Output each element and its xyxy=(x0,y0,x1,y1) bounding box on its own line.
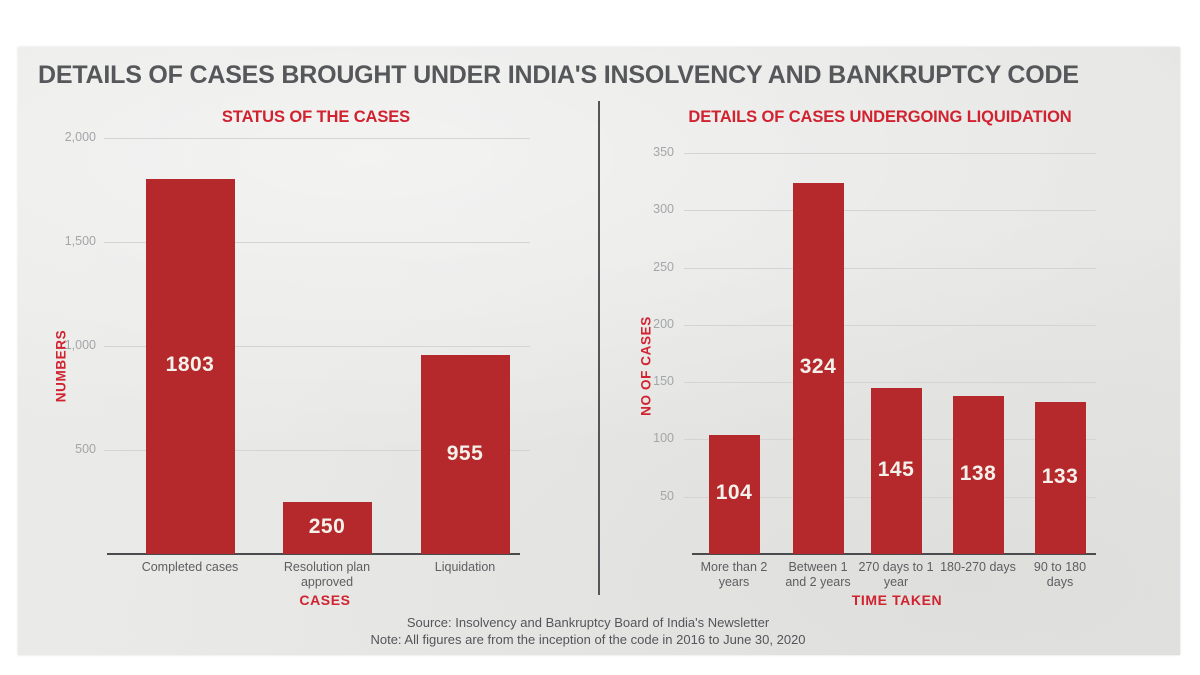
y-axis-title: NUMBERS xyxy=(53,329,69,403)
y-tick-label: 200 xyxy=(653,317,674,331)
note-text: Note: All figures are from the inception… xyxy=(370,632,806,647)
bar xyxy=(145,178,235,554)
x-tick-label: 90 to 180 days xyxy=(1033,560,1087,589)
y-gridline xyxy=(684,268,1096,269)
bar-value-label: 104 xyxy=(715,481,753,505)
bar xyxy=(792,182,844,554)
y-tick-label: 100 xyxy=(653,431,674,445)
y-gridline xyxy=(104,138,530,139)
y-gridline xyxy=(104,242,530,243)
source-text: Source: Insolvency and Bankruptcy Board … xyxy=(406,615,770,630)
x-axis-line xyxy=(107,553,520,555)
y-gridline xyxy=(104,450,530,451)
x-tick-label: 180-270 days xyxy=(940,560,1016,574)
y-gridline xyxy=(684,325,1096,326)
bar-value-label: 955 xyxy=(446,441,484,465)
bar-value-label: 250 xyxy=(308,515,346,538)
x-tick-label: Liquidation xyxy=(434,560,496,574)
bar xyxy=(1034,401,1086,554)
page-title: DETAILS OF CASES BROUGHT UNDER INDIA'S I… xyxy=(38,61,1079,89)
y-tick-label: 2,000 xyxy=(64,130,96,144)
bar xyxy=(420,355,510,554)
bar-value-label: 138 xyxy=(959,461,997,485)
y-gridline xyxy=(104,346,530,347)
y-tick-label: 50 xyxy=(660,489,674,503)
y-tick-label: 1,000 xyxy=(64,338,96,352)
bar-value-label: 145 xyxy=(877,457,915,481)
chart-title: STATUS OF THE CASES xyxy=(221,108,411,126)
bar-value-label: 324 xyxy=(799,355,837,379)
y-tick-label: 300 xyxy=(653,202,674,216)
x-tick-label: Completed cases xyxy=(141,560,239,574)
bar-value-label: 1803 xyxy=(165,353,215,377)
x-tick-label: More than 2 years xyxy=(700,560,768,589)
x-axis-title: CASES xyxy=(299,592,351,608)
y-axis-title: NO OF CASES xyxy=(638,316,654,416)
vertical-divider xyxy=(598,101,600,595)
x-tick-label: Resolution plan approved xyxy=(283,560,371,589)
y-tick-label: 250 xyxy=(653,260,674,274)
y-gridline xyxy=(684,153,1096,154)
chart-title: DETAILS OF CASES UNDERGOING LIQUIDATION xyxy=(688,108,1072,126)
y-gridline xyxy=(684,382,1096,383)
bar-value-label: 133 xyxy=(1041,464,1079,488)
y-tick-label: 500 xyxy=(75,442,96,456)
y-tick-label: 350 xyxy=(653,145,674,159)
x-axis-title: TIME TAKEN xyxy=(851,592,943,608)
bar xyxy=(870,387,922,554)
x-tick-label: Between 1 and 2 years xyxy=(785,560,851,589)
x-tick-label: 270 days to 1 year xyxy=(858,560,934,589)
bar xyxy=(708,434,760,554)
y-tick-label: 1,500 xyxy=(64,234,96,248)
y-tick-label: 150 xyxy=(653,374,674,388)
y-gridline xyxy=(684,210,1096,211)
bar xyxy=(952,395,1004,554)
bar xyxy=(282,502,372,554)
x-axis-line xyxy=(692,553,1096,555)
